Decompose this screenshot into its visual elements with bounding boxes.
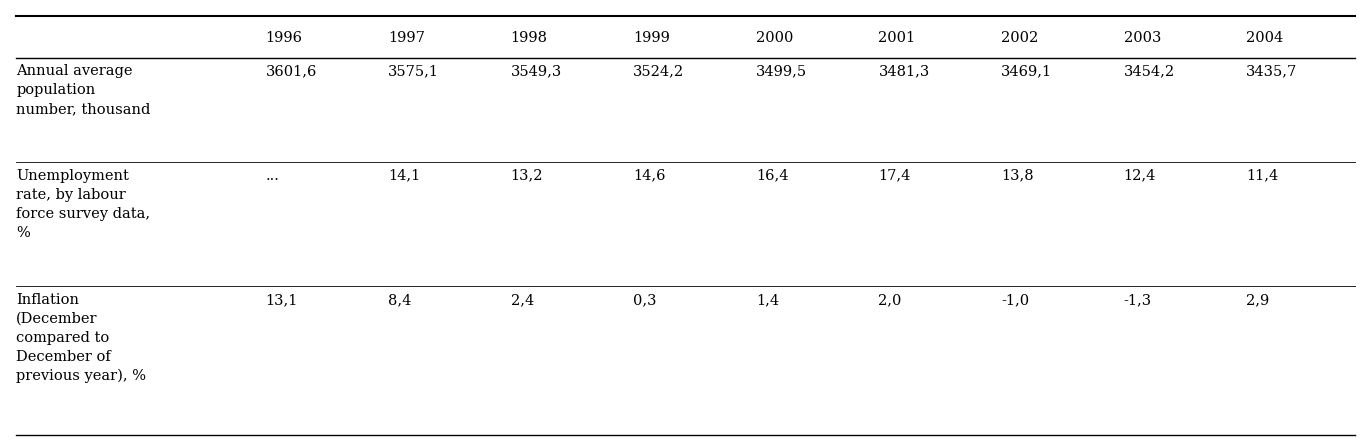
Text: 1999: 1999: [633, 31, 670, 45]
Text: Unemployment
rate, by labour
force survey data,
%: Unemployment rate, by labour force surve…: [16, 169, 150, 240]
Text: 3601,6: 3601,6: [266, 64, 317, 79]
Text: 2001: 2001: [878, 31, 915, 45]
Text: -1,3: -1,3: [1124, 293, 1152, 307]
Text: 14,6: 14,6: [633, 169, 666, 183]
Text: 3549,3: 3549,3: [511, 64, 563, 79]
Text: 11,4: 11,4: [1246, 169, 1279, 183]
Text: 3499,5: 3499,5: [756, 64, 808, 79]
Text: 16,4: 16,4: [756, 169, 789, 183]
Text: 13,8: 13,8: [1001, 169, 1034, 183]
Text: 2,0: 2,0: [878, 293, 902, 307]
Text: 3575,1: 3575,1: [388, 64, 439, 79]
Text: 1998: 1998: [511, 31, 548, 45]
Text: 13,2: 13,2: [511, 169, 543, 183]
Text: 3469,1: 3469,1: [1001, 64, 1053, 79]
Text: 3454,2: 3454,2: [1124, 64, 1175, 79]
Text: 1997: 1997: [388, 31, 425, 45]
Text: 2004: 2004: [1246, 31, 1283, 45]
Text: 12,4: 12,4: [1124, 169, 1156, 183]
Text: 2,4: 2,4: [511, 293, 534, 307]
Text: 8,4: 8,4: [388, 293, 411, 307]
Text: 2000: 2000: [756, 31, 793, 45]
Text: 17,4: 17,4: [878, 169, 911, 183]
Text: 1996: 1996: [266, 31, 302, 45]
Text: 2003: 2003: [1124, 31, 1160, 45]
Text: Annual average
population
number, thousand: Annual average population number, thousa…: [16, 64, 151, 116]
Text: 3524,2: 3524,2: [633, 64, 685, 79]
Text: -1,0: -1,0: [1001, 293, 1030, 307]
Text: 3481,3: 3481,3: [878, 64, 930, 79]
Text: Inflation
(December
compared to
December of
previous year), %: Inflation (December compared to December…: [16, 293, 146, 384]
Text: 2,9: 2,9: [1246, 293, 1269, 307]
Text: 14,1: 14,1: [388, 169, 421, 183]
Text: ...: ...: [266, 169, 279, 183]
Text: 1,4: 1,4: [756, 293, 779, 307]
Text: 13,1: 13,1: [266, 293, 298, 307]
Text: 0,3: 0,3: [633, 293, 656, 307]
Text: 3435,7: 3435,7: [1246, 64, 1298, 79]
Text: 2002: 2002: [1001, 31, 1038, 45]
